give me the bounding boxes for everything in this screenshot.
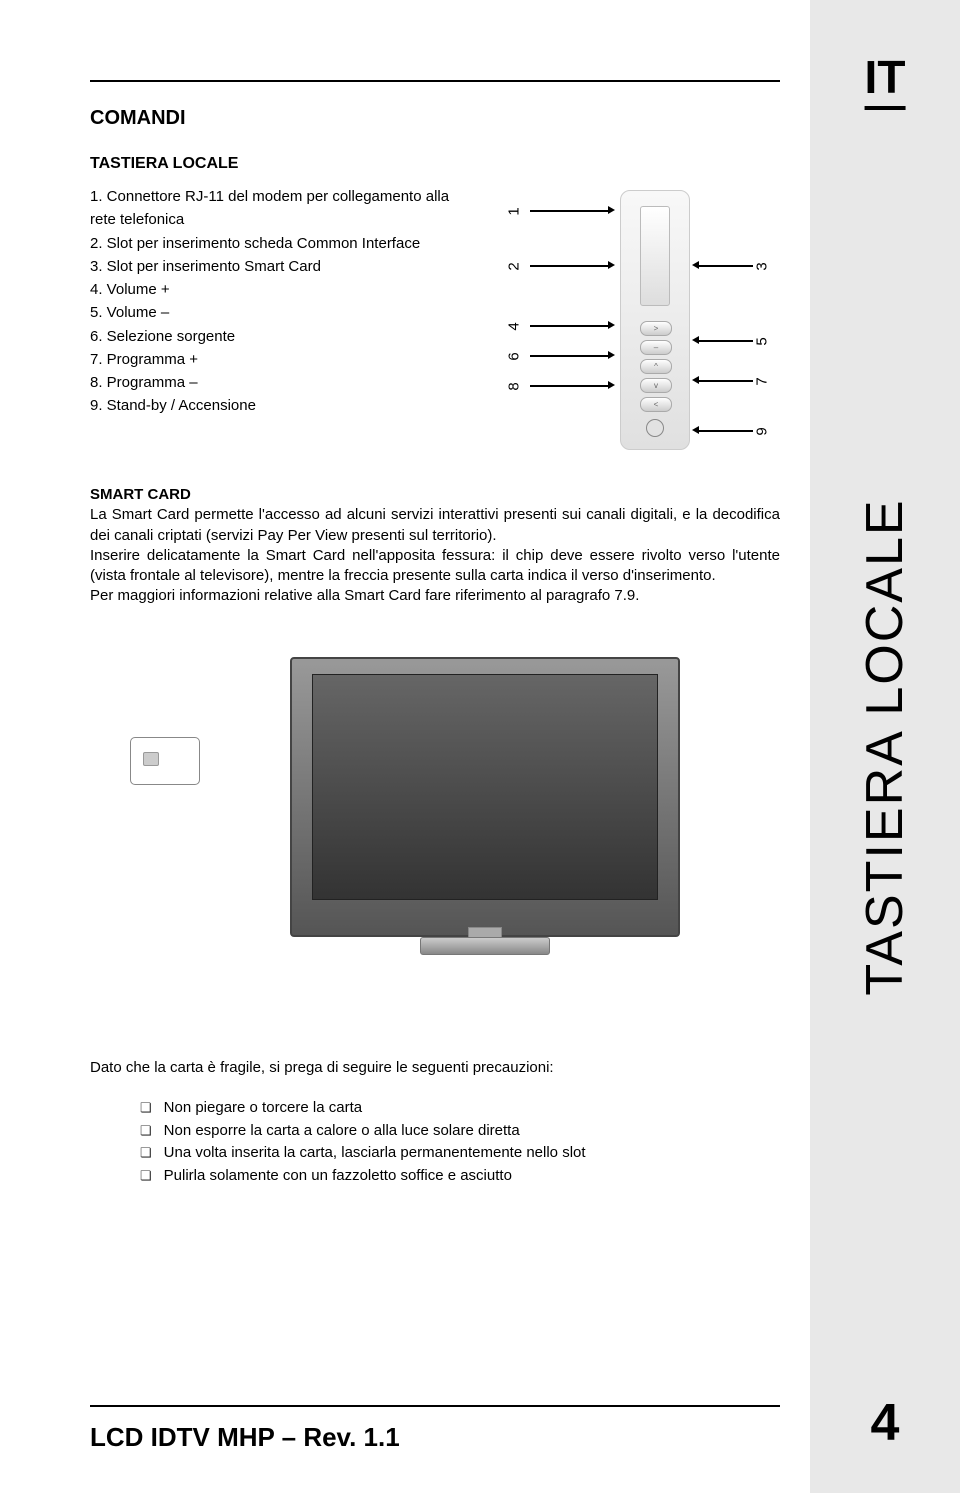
smartcard-p3: Per maggiori informazioni relative alla … bbox=[90, 587, 639, 604]
keypad-item: 3. Slot per inserimento Smart Card bbox=[90, 255, 450, 278]
precaution-item: Pulirla solamente con un fazzoletto soff… bbox=[140, 1165, 780, 1188]
tv-figure bbox=[90, 647, 780, 977]
arrow-head bbox=[692, 261, 699, 269]
sidebar-section-label: TASTIERA LOCALE bbox=[855, 498, 915, 995]
smartcard-p2: Inserire delicatamente la Smart Card nel… bbox=[90, 547, 780, 584]
diagram-label: 7 bbox=[754, 377, 771, 385]
precautions-section: Dato che la carta è fragile, si prega di… bbox=[90, 1057, 780, 1188]
remote-body: > – ^ v < bbox=[620, 190, 690, 450]
footer-text: LCD IDTV MHP – Rev. 1.1 bbox=[90, 1422, 780, 1453]
top-rule bbox=[90, 80, 780, 82]
arrow-head bbox=[692, 376, 699, 384]
diagram-label: 2 bbox=[506, 262, 523, 270]
remote-btn: ^ bbox=[640, 359, 672, 374]
smartcard-illustration bbox=[130, 737, 200, 785]
diagram-label: 3 bbox=[754, 262, 771, 270]
top-row: 1. Connettore RJ-11 del modem per colleg… bbox=[90, 185, 780, 455]
section-title: COMANDI bbox=[90, 107, 780, 130]
arrow bbox=[530, 385, 608, 387]
diagram-label: 4 bbox=[506, 322, 523, 330]
keypad-item: 7. Programma + bbox=[90, 348, 450, 371]
content-area: COMANDI TASTIERA LOCALE 1. Connettore RJ… bbox=[0, 0, 810, 1493]
precautions-list: Non piegare o torcere la carta Non espor… bbox=[90, 1097, 780, 1187]
keypad-title: TASTIERA LOCALE bbox=[90, 155, 780, 173]
remote-power-icon bbox=[646, 419, 664, 437]
remote-btn: < bbox=[640, 397, 672, 412]
keypad-item: 6. Selezione sorgente bbox=[90, 325, 450, 348]
smartcard-title: SMART CARD bbox=[90, 486, 191, 503]
precaution-item: Una volta inserita la carta, lasciarla p… bbox=[140, 1142, 780, 1165]
arrow bbox=[698, 430, 753, 432]
remote-diagram: > – ^ v < 1 2 4 6 bbox=[480, 185, 780, 455]
precaution-item: Non esporre la carta a calore o alla luc… bbox=[140, 1120, 780, 1143]
arrow-head bbox=[692, 426, 699, 434]
footer: LCD IDTV MHP – Rev. 1.1 bbox=[90, 1375, 780, 1453]
remote-slot-area bbox=[640, 206, 670, 306]
arrow bbox=[530, 265, 608, 267]
keypad-item: 2. Slot per inserimento scheda Common In… bbox=[90, 232, 450, 255]
arrow-head bbox=[608, 351, 615, 359]
arrow-head bbox=[692, 336, 699, 344]
remote-btn: > bbox=[640, 321, 672, 336]
arrow bbox=[698, 340, 753, 342]
keypad-item: 8. Programma – bbox=[90, 371, 450, 394]
tv-stand bbox=[420, 937, 550, 955]
arrow bbox=[698, 380, 753, 382]
tv-screen bbox=[312, 674, 658, 900]
remote-btn: – bbox=[640, 340, 672, 355]
sidebar: IT TASTIERA LOCALE 4 bbox=[810, 0, 960, 1493]
remote-btn: v bbox=[640, 378, 672, 393]
remote-buttons: > – ^ v < bbox=[640, 321, 670, 416]
diagram-label: 8 bbox=[506, 382, 523, 390]
page-number: 4 bbox=[871, 1393, 900, 1453]
smartcard-p1: La Smart Card permette l'accesso ad alcu… bbox=[90, 506, 780, 543]
arrow bbox=[530, 355, 608, 357]
language-indicator: IT bbox=[865, 50, 906, 110]
page-container: COMANDI TASTIERA LOCALE 1. Connettore RJ… bbox=[0, 0, 960, 1493]
smartcard-chip-icon bbox=[143, 752, 159, 766]
diagram-label: 9 bbox=[754, 427, 771, 435]
keypad-item: 5. Volume – bbox=[90, 301, 450, 324]
arrow-head bbox=[608, 261, 615, 269]
arrow bbox=[530, 210, 608, 212]
precautions-intro: Dato che la carta è fragile, si prega di… bbox=[90, 1057, 780, 1080]
keypad-list: 1. Connettore RJ-11 del modem per colleg… bbox=[90, 185, 450, 455]
arrow bbox=[698, 265, 753, 267]
arrow-head bbox=[608, 381, 615, 389]
diagram-label: 1 bbox=[506, 207, 523, 215]
diagram-label: 5 bbox=[754, 337, 771, 345]
tv-illustration bbox=[290, 657, 680, 937]
arrow-head bbox=[608, 206, 615, 214]
smartcard-section: SMART CARD La Smart Card permette l'acce… bbox=[90, 485, 780, 607]
bottom-rule bbox=[90, 1405, 780, 1407]
arrow-head bbox=[608, 321, 615, 329]
keypad-item: 4. Volume + bbox=[90, 278, 450, 301]
arrow bbox=[530, 325, 608, 327]
keypad-item: 9. Stand-by / Accensione bbox=[90, 394, 450, 417]
precaution-item: Non piegare o torcere la carta bbox=[140, 1097, 780, 1120]
keypad-item: 1. Connettore RJ-11 del modem per colleg… bbox=[90, 185, 450, 232]
diagram-label: 6 bbox=[506, 352, 523, 360]
